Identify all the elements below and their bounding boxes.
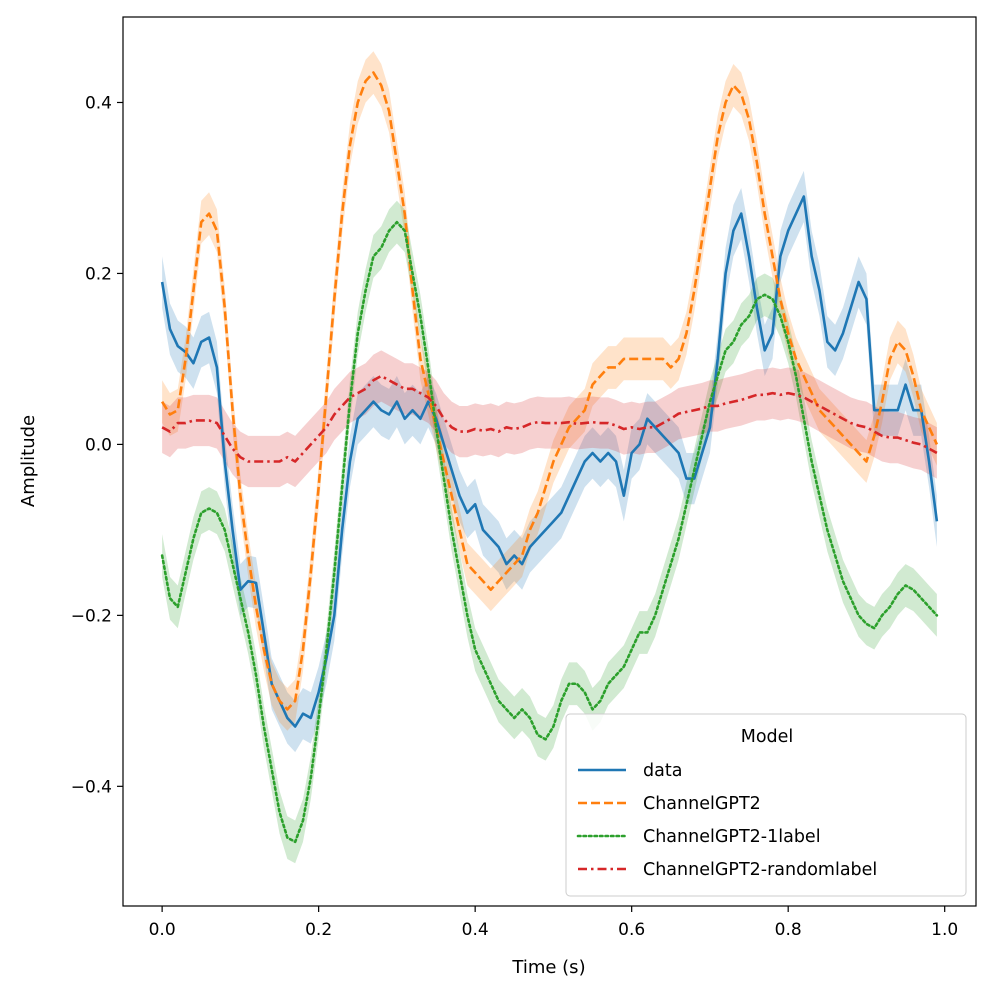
confidence-bands	[162, 51, 937, 864]
legend-label: data	[643, 761, 682, 781]
x-tick-label: 0.6	[618, 920, 645, 940]
legend-box	[565, 713, 967, 897]
x-tick-label: 0.8	[775, 920, 802, 940]
series-band-4	[162, 350, 937, 488]
legend-item-2: ChannelGPT2	[578, 794, 761, 814]
legend-item-4: ChannelGPT2-randomlabel	[578, 860, 877, 880]
x-tick-label: 1.0	[931, 920, 958, 940]
x-tick-label: 0.0	[149, 920, 176, 940]
legend-label: ChannelGPT2-1label	[643, 827, 821, 847]
y-axis-label: Amplitude	[18, 415, 39, 507]
series-line-2	[161, 71, 939, 711]
series-line-4	[161, 374, 938, 463]
y-tick-label: −0.4	[71, 777, 112, 797]
y-tick-label: 0.4	[85, 93, 112, 113]
y-tick-label: 0.2	[85, 264, 112, 284]
y-axis: −0.4 −0.2 0.0 0.2 0.4	[71, 93, 123, 797]
y-tick-label: 0.0	[85, 435, 112, 455]
legend-title: Model	[741, 727, 794, 747]
x-axis: 0.0 0.2 0.4 0.6 0.8 1.0	[149, 906, 958, 940]
legend-label: ChannelGPT2-randomlabel	[643, 860, 877, 880]
legend-item-3: ChannelGPT2-1label	[576, 827, 821, 847]
x-axis-label: Time (s)	[511, 957, 585, 978]
legend-label: ChannelGPT2	[643, 794, 761, 814]
y-tick-label: −0.2	[71, 606, 112, 626]
series-line-3	[160, 220, 939, 844]
plot-frame	[122, 16, 977, 907]
x-tick-label: 0.4	[462, 920, 489, 940]
x-tick-label: 0.2	[305, 920, 332, 940]
series-band-3	[162, 200, 937, 864]
series-line-1	[160, 195, 939, 728]
legend: Model data ChannelGPT2 ChannelGPT2-1label C…	[565, 713, 967, 897]
series-lines	[160, 71, 939, 844]
legend-item-1: data	[578, 761, 682, 781]
